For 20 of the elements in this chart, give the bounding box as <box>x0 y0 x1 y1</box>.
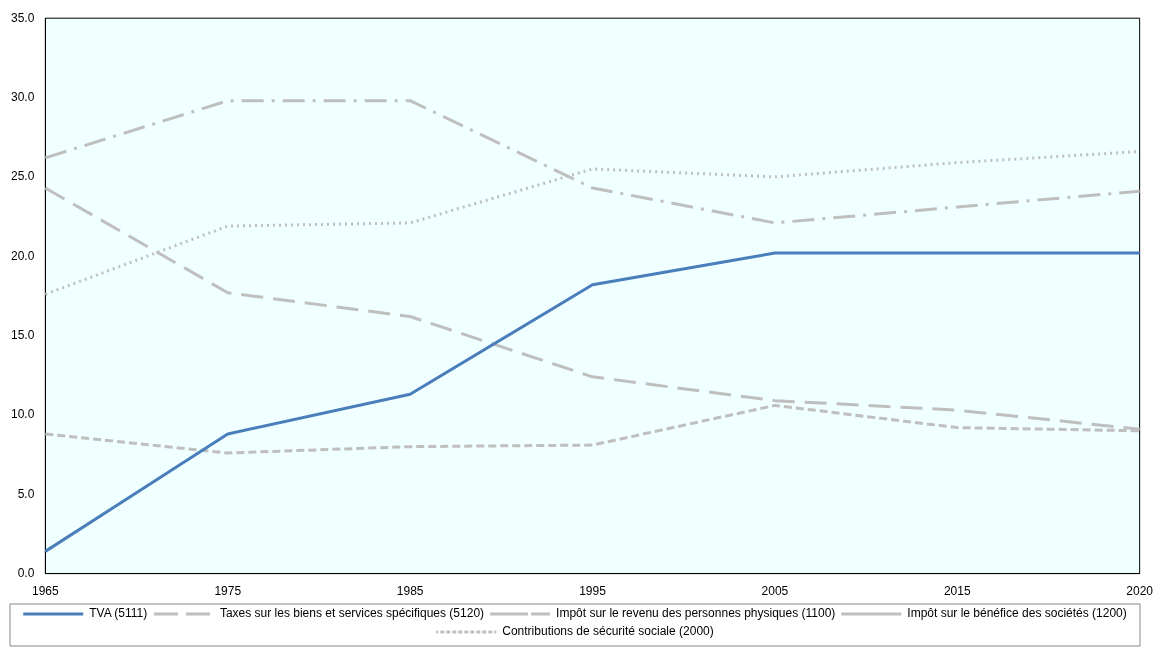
legend-label: Contributions de sécurité sociale (2000) <box>502 624 714 639</box>
x-tick-label: 1995 <box>579 584 607 599</box>
legend-label: Impôt sur le bénéfice des sociétés (1200) <box>907 606 1127 621</box>
legend-label: Taxes sur les biens et services spécifiques (5120) <box>219 606 485 621</box>
legend-label: TVA (5111) <box>89 606 148 621</box>
x-tick-label: 1965 <box>32 584 60 599</box>
y-tick-label: 5.0 <box>17 486 35 501</box>
y-tick-label: 30.0 <box>11 89 35 104</box>
y-tick-label: 20.0 <box>11 248 35 263</box>
y-tick-label: 15.0 <box>11 327 35 342</box>
y-tick-label: 10.0 <box>11 407 35 422</box>
y-tick-label: 35.0 <box>11 10 35 25</box>
x-tick-label: 2015 <box>943 584 971 599</box>
x-tick-label: 1975 <box>214 584 242 599</box>
y-tick-label: 0.0 <box>17 565 35 580</box>
x-tick-label: 1985 <box>396 584 424 599</box>
y-tick-label: 25.0 <box>11 169 35 184</box>
x-tick-label: 2005 <box>761 584 789 599</box>
legend-label: Impôt sur le revenu des personnes physiques (1100) <box>556 606 836 621</box>
x-tick-label: 2020 <box>1126 584 1154 599</box>
